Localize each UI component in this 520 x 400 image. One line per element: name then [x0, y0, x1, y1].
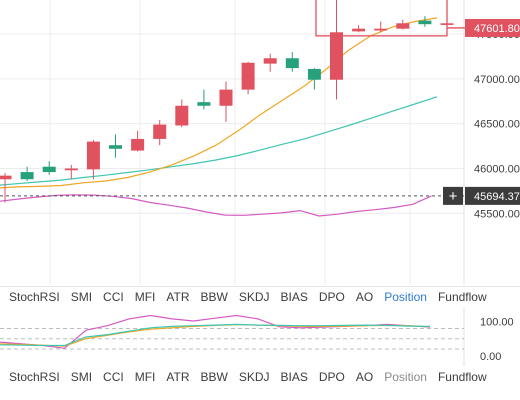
candle-body[interactable] — [219, 89, 233, 106]
candle-body[interactable] — [307, 69, 321, 80]
crosshair-plus-button[interactable] — [443, 186, 463, 205]
indicator-tab-bias[interactable]: BIAS — [280, 290, 308, 304]
candle-body[interactable] — [396, 23, 410, 29]
indicator-tab-stochrsi[interactable]: StochRSI — [9, 370, 60, 384]
candle-body[interactable] — [153, 124, 167, 139]
indicator-tab-dpo[interactable]: DPO — [318, 370, 345, 384]
candle-body[interactable] — [418, 20, 432, 25]
candle-body[interactable] — [352, 28, 366, 32]
candle-body[interactable] — [131, 138, 145, 151]
y-tick-label: 45500.00 — [474, 208, 520, 220]
indicator-tab-bbw[interactable]: BBW — [200, 370, 228, 384]
candle-body[interactable] — [197, 102, 211, 106]
indicator-tab-mfi[interactable]: MFI — [134, 290, 156, 304]
crosshair-price-box — [465, 186, 520, 205]
indicator-tab-dpo[interactable]: DPO — [318, 290, 345, 304]
candle-body[interactable] — [86, 141, 100, 170]
oscillator-line — [0, 194, 432, 217]
indicator-line — [0, 323, 431, 347]
indicator-tab-cci[interactable]: CCI — [103, 290, 124, 304]
indicator-tab-cci[interactable]: CCI — [103, 370, 124, 384]
indicator-tab-skdj[interactable]: SKDJ — [238, 290, 270, 304]
candle-body[interactable] — [285, 58, 299, 69]
candle-body[interactable] — [175, 105, 189, 126]
y-tick-label: 46000.00 — [474, 163, 520, 175]
y-tick-label: 0.00 — [480, 351, 501, 363]
indicator-tab-fundflow[interactable]: Fundflow — [437, 290, 487, 304]
ma-long-line — [0, 96, 438, 186]
divider — [0, 286, 520, 287]
candle-body[interactable] — [263, 58, 277, 64]
indicator-tab-smi[interactable]: SMI — [70, 370, 93, 384]
candle-body[interactable] — [109, 145, 122, 149]
indicator-tab-position[interactable]: Position — [384, 290, 427, 304]
indicator-tab-atr[interactable]: ATR — [166, 370, 190, 384]
y-tick-label: 100.00 — [480, 317, 514, 329]
indicator-tab-ao[interactable]: AO — [355, 370, 374, 384]
indicator-tab-bbw[interactable]: BBW — [200, 290, 228, 304]
indicator-tabs-bottom: StochRSI SMI CCI MFI ATR BBW SKDJ BIAS DPO AO Posi… — [0, 367, 487, 387]
current-price-label: 47601.80 — [474, 23, 520, 35]
crosshair-badge: +45694.37 — [443, 186, 520, 205]
candle-body[interactable] — [20, 172, 34, 180]
y-tick-label: 46500.00 — [474, 119, 520, 131]
ma-short-line — [0, 17, 438, 189]
candle-body[interactable] — [42, 166, 56, 173]
indicator-tab-fundflow[interactable]: Fundflow — [437, 370, 487, 384]
indicator-line — [0, 314, 431, 349]
indicator-tab-smi[interactable]: SMI — [70, 290, 93, 304]
indicator-tab-skdj[interactable]: SKDJ — [238, 370, 270, 384]
current-price-badge — [465, 18, 520, 37]
indicator-tab-atr[interactable]: ATR — [166, 290, 190, 304]
crosshair-price-label: 45694.37 — [474, 191, 520, 203]
y-tick-label: 47000.00 — [474, 74, 520, 86]
candle-body[interactable] — [64, 168, 78, 171]
indicator-tab-position[interactable]: Position — [384, 370, 427, 384]
indicator-tabs-top: StochRSI SMI CCI MFI ATR BBW SKDJ BIAS DPO AO Posi… — [0, 287, 487, 307]
indicator-chart[interactable]: 100.00 0.00 — [0, 308, 520, 366]
current-price-box — [315, 0, 448, 37]
indicator-tab-mfi[interactable]: MFI — [134, 370, 156, 384]
indicator-tab-stochrsi[interactable]: StochRSI — [9, 290, 60, 304]
candle-body[interactable] — [374, 28, 388, 31]
candle-body[interactable] — [241, 62, 255, 90]
indicator-tab-ao[interactable]: AO — [355, 290, 374, 304]
candle-body[interactable] — [0, 175, 12, 180]
indicator-tab-bias[interactable]: BIAS — [280, 370, 308, 384]
plus-icon[interactable]: + — [449, 188, 458, 205]
candle-body[interactable] — [330, 32, 343, 80]
indicator-line — [0, 324, 431, 347]
price-chart[interactable]: 47500.0047000.0046500.0046000.0045500.00… — [0, 0, 520, 285]
